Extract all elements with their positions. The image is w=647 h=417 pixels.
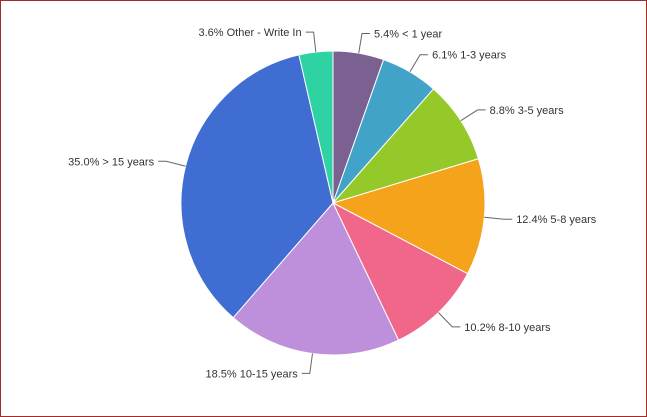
leader-line-1	[409, 54, 429, 73]
leader-line-7	[305, 31, 317, 53]
slice-label-1: 6.1% 1-3 years	[432, 50, 506, 62]
pie-slices	[180, 50, 486, 356]
leader-line-2	[460, 109, 486, 122]
pie-slice-2[interactable]	[331, 88, 480, 204]
slice-label-0: 5.4% < 1 year	[374, 29, 443, 41]
leader-line-6	[158, 160, 186, 167]
slice-labels: 5.4% < 1 year 6.1% 1-3 years 8.8% 3-5 year…	[68, 27, 597, 380]
leader-line-3	[484, 216, 513, 220]
leader-line-5	[301, 353, 313, 374]
label-leaders	[158, 31, 513, 374]
slice-label-5: 18.5% 10-15 years	[205, 368, 298, 380]
slice-label-2: 8.8% 3-5 years	[490, 105, 564, 117]
leader-line-0	[358, 33, 370, 54]
slice-label-6: 35.0% > 15 years	[68, 156, 154, 168]
pie-slice-6[interactable]	[180, 54, 334, 319]
slice-label-4: 10.2% 8-10 years	[464, 322, 551, 334]
leader-line-4	[438, 312, 461, 328]
slice-label-3: 12.4% 5-8 years	[516, 214, 597, 226]
slice-label-7: 3.6% Other - Write In	[198, 27, 301, 39]
